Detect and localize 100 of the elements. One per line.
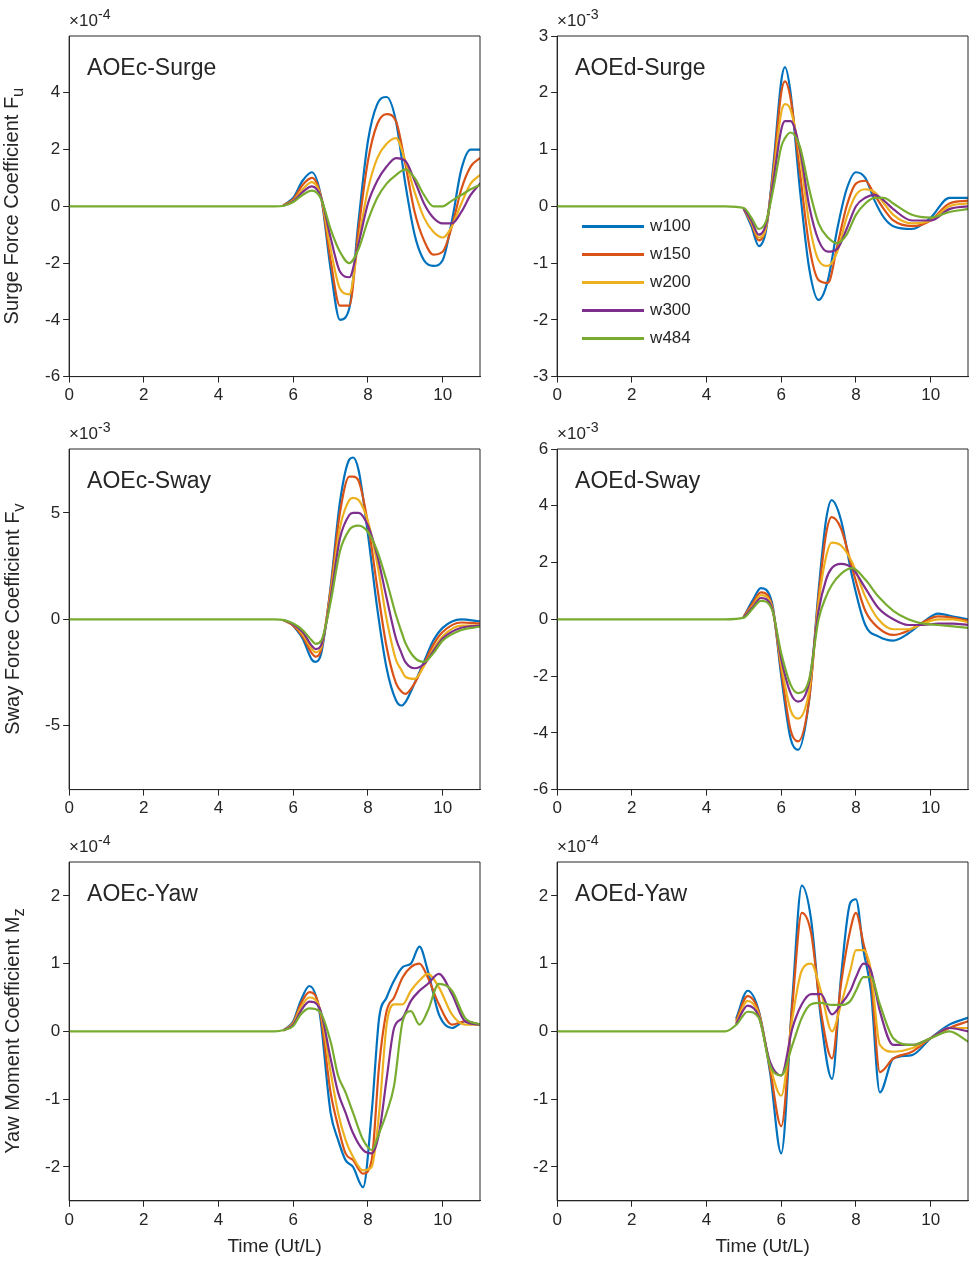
x-tick-label: 10 (921, 385, 941, 405)
y-tick-label: 0 (50, 608, 61, 628)
x-tick-label: 10 (921, 1209, 941, 1229)
x-tick-label: 4 (213, 798, 224, 818)
x-tick-label: 4 (213, 385, 224, 405)
text: AOEd-Yaw (575, 880, 688, 907)
y-tick-label: 0 (538, 608, 549, 628)
y-tick-label: 2 (538, 885, 549, 905)
x-tick-label: 4 (701, 1209, 712, 1229)
y-tick-label: 2 (538, 552, 549, 572)
line-series (742, 103, 968, 267)
x-tick-label: 10 (921, 798, 941, 818)
y-tick-label: 2 (50, 139, 61, 159)
y-tick-label: -6 (532, 779, 549, 799)
x-tick-label: 8 (363, 1209, 373, 1229)
x-tick-label: 10 (433, 385, 453, 405)
y-tick-label: -1 (44, 1088, 61, 1108)
y-tick-label: 1 (538, 953, 549, 973)
y-tick-label: -2 (44, 252, 61, 272)
y-tick-label: 1 (538, 139, 549, 159)
x-tick-label: 0 (552, 385, 562, 405)
line-series (69, 524, 480, 663)
text: ×10$^{-4}$ (69, 6, 111, 31)
y-tick-label: -4 (44, 309, 61, 329)
x-tick-label: 0 (64, 798, 74, 818)
line-series (557, 131, 968, 245)
x-tick-label: 4 (701, 798, 712, 818)
y-tick-label: 2 (538, 82, 549, 102)
y-tick-label: -4 (532, 722, 549, 742)
text: ×10$^{-4}$ (69, 832, 111, 857)
x-tick-label: 4 (701, 385, 712, 405)
x-tick-label: 2 (139, 798, 149, 818)
line-series (282, 137, 480, 296)
line-series (557, 976, 968, 1077)
legend-label: w300 (650, 299, 691, 319)
text: AOEc-Surge (87, 54, 217, 81)
x-axis-title: Time (Ut/L) (227, 1234, 322, 1256)
y-tick-label: 0 (50, 195, 61, 215)
line-series (735, 884, 968, 1155)
y-tick-label: -1 (532, 252, 549, 272)
legend-label: w484 (650, 327, 691, 347)
x-tick-label: 8 (851, 1209, 861, 1229)
x-tick-label: 6 (288, 385, 298, 405)
y-tick-label: -6 (44, 366, 61, 386)
text: AOEc-Yaw (87, 880, 198, 907)
text: AOEc-Sway (87, 467, 212, 494)
y-tick-label: -2 (532, 665, 549, 685)
x-tick-label: 8 (363, 798, 373, 818)
y-tick-label: 6 (538, 438, 549, 458)
y-tick-label: -3 (532, 366, 549, 386)
y-tick-label: 3 (538, 25, 549, 45)
y-tick-label: -5 (44, 715, 61, 735)
x-tick-label: 6 (776, 798, 786, 818)
x-tick-label: 6 (288, 1209, 298, 1229)
x-tick-label: 0 (552, 1209, 562, 1229)
x-tick-label: 8 (851, 798, 861, 818)
text: ×10$^{-4}$ (557, 832, 599, 857)
x-tick-label: 2 (139, 385, 149, 405)
x-tick-label: 2 (627, 385, 637, 405)
legend-label: w100 (650, 215, 691, 235)
line-series (735, 948, 968, 1097)
text: AOEd-Sway (575, 467, 701, 494)
legend-label: w150 (650, 243, 691, 263)
legend-label: w200 (650, 271, 691, 291)
line-series (742, 120, 968, 253)
line-series (557, 567, 968, 695)
x-tick-label: 2 (627, 798, 637, 818)
y-tick-label: 5 (50, 502, 61, 522)
line-series (69, 982, 480, 1152)
x-tick-label: 8 (851, 385, 861, 405)
x-tick-label: 2 (627, 1209, 637, 1229)
x-tick-label: 6 (776, 385, 786, 405)
y-tick-label: -2 (532, 309, 549, 329)
x-tick-label: 0 (64, 385, 74, 405)
line-series (282, 156, 480, 279)
x-tick-label: 6 (288, 798, 298, 818)
y-tick-label: 0 (50, 1021, 61, 1041)
y-tick-label: -2 (44, 1156, 61, 1176)
line-series (735, 962, 968, 1077)
line-series (742, 541, 968, 720)
text: ×10$^{-3}$ (557, 419, 599, 444)
line-series (69, 168, 480, 265)
line-series (292, 456, 480, 707)
y-tick-label: 4 (50, 82, 61, 102)
x-tick-label: 0 (64, 1209, 74, 1229)
line-series (735, 911, 968, 1128)
x-tick-label: 8 (363, 385, 373, 405)
y-tick-label: 0 (538, 1021, 549, 1041)
y-tick-label: 1 (50, 953, 61, 973)
x-tick-label: 4 (213, 1209, 224, 1229)
x-tick-label: 2 (139, 1209, 149, 1229)
text: ×10$^{-3}$ (69, 419, 111, 444)
x-tick-label: 10 (433, 798, 453, 818)
y-tick-label: 4 (538, 495, 549, 515)
x-tick-label: 6 (776, 1209, 786, 1229)
y-tick-label: 0 (538, 195, 549, 215)
x-tick-label: 0 (552, 798, 562, 818)
text: AOEd-Surge (575, 54, 706, 81)
y-tick-label: -2 (532, 1156, 549, 1176)
y-tick-label: -1 (532, 1088, 549, 1108)
